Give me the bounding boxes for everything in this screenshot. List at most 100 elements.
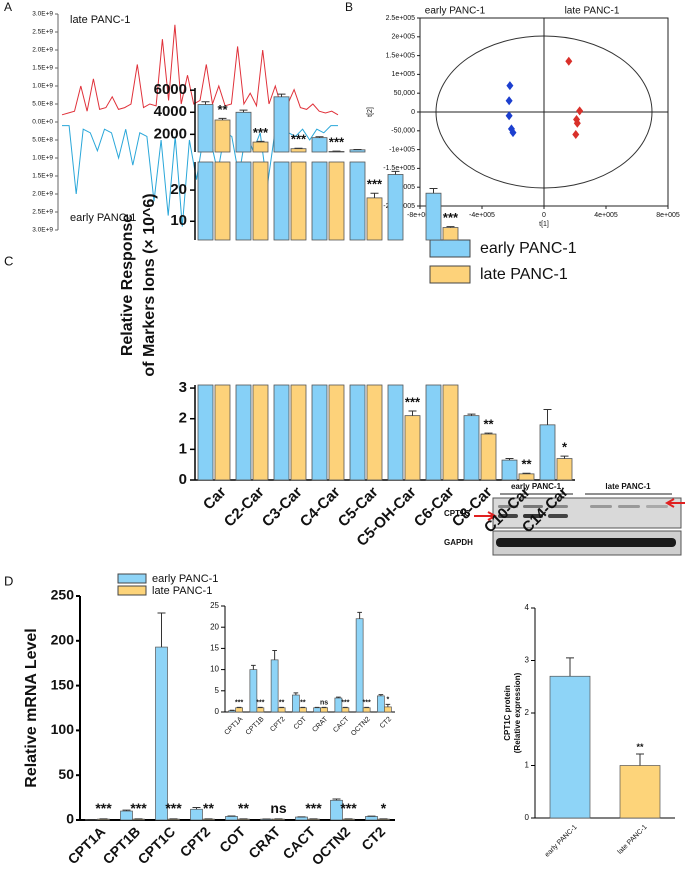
trace <box>62 125 338 227</box>
bar <box>328 384 345 481</box>
y-tick-label: 5.0E+8 <box>32 137 53 144</box>
point <box>565 56 573 66</box>
y-tick-label: 2.5E+9 <box>32 209 53 216</box>
bar <box>341 707 350 713</box>
x-tick-label: CPT1A <box>223 716 244 737</box>
bar <box>442 227 459 241</box>
significance: *** <box>363 699 371 706</box>
arrow <box>664 498 685 508</box>
panel-label: B <box>345 0 353 14</box>
blot-group-label: early PANC-1 <box>511 482 562 491</box>
error-bar <box>446 226 455 228</box>
legend-swatch <box>117 585 147 596</box>
significance: *** <box>95 800 112 816</box>
y-tick-label: 1.0E+9 <box>32 155 53 162</box>
bar <box>190 808 203 821</box>
y-axis-label: t[2] <box>367 107 374 117</box>
legend-swatch <box>429 265 471 284</box>
bar <box>197 104 214 153</box>
x-tick-label: CPT2 <box>177 823 214 860</box>
error-bar <box>332 798 341 801</box>
y-tick-label: 3 <box>525 656 530 665</box>
bar <box>292 694 300 713</box>
arrow <box>474 511 498 521</box>
band <box>548 514 568 518</box>
error-bar <box>272 650 277 660</box>
significance: *** <box>305 800 322 816</box>
y-tick-label: 20 <box>170 181 187 198</box>
bar <box>320 707 328 713</box>
point <box>573 118 581 128</box>
y-tick-label: 1.5e+005 <box>386 52 415 59</box>
x-tick-label: late PANC-1 <box>617 824 649 856</box>
bar <box>442 384 459 481</box>
y-tick-label: 0.0E+0 <box>32 119 53 126</box>
y-axis-label: CPT1C protein <box>503 685 512 741</box>
bar <box>252 141 269 153</box>
blot-row-label: GAPDH <box>444 538 473 547</box>
x-tick-label: COT <box>216 823 249 856</box>
y-axis-label: Relative mRNA Level <box>23 628 40 787</box>
x-tick-label: CPT1B <box>245 716 266 737</box>
error-bar <box>293 692 299 696</box>
y-tick-label: 200 <box>51 632 75 648</box>
error-bar <box>336 696 341 699</box>
significance: *** <box>291 132 307 147</box>
y-tick-label: 3.0E+9 <box>32 227 53 234</box>
x-tick-label: 8e+005 <box>656 212 680 219</box>
y-tick-label: 0 <box>411 109 415 116</box>
x-tick-label: OCTN2 <box>350 716 372 738</box>
bar <box>463 415 480 481</box>
error-bar <box>560 455 569 459</box>
x-tick-label: C4-Car <box>297 484 344 531</box>
y-tick-label: 6000 <box>154 81 187 98</box>
error-bar <box>543 409 552 425</box>
y-tick-label: 1 <box>179 440 187 457</box>
y-tick-label: -50,000 <box>391 128 415 135</box>
bar <box>235 111 252 153</box>
bar <box>273 384 290 481</box>
significance: *** <box>443 210 459 225</box>
bar <box>362 707 371 713</box>
bar <box>349 161 366 241</box>
bar <box>311 161 328 241</box>
bar <box>235 707 243 713</box>
bar <box>273 96 290 153</box>
error-bar <box>505 458 514 461</box>
point <box>576 106 584 116</box>
significance: ** <box>521 457 532 472</box>
bar <box>228 710 236 713</box>
legend-label: early PANC-1 <box>480 240 577 257</box>
bar <box>290 148 307 153</box>
series-label: late PANC-1 <box>70 14 130 26</box>
y-tick-label: 1.5E+9 <box>32 65 53 72</box>
bar <box>539 424 556 481</box>
y-tick-label: 2000 <box>154 125 187 142</box>
y-tick-label: 5.0E+8 <box>32 101 53 108</box>
error-bar <box>192 806 201 810</box>
bar <box>349 149 366 153</box>
significance: *** <box>130 800 147 816</box>
significance: ** <box>217 102 228 117</box>
point <box>572 130 580 140</box>
point <box>506 81 514 91</box>
x-tick-label: CRAT <box>311 715 330 734</box>
y-tick-label: -1e+005 <box>389 146 415 153</box>
y-axis-label: of Markers Ions (× 10^6) <box>141 193 158 376</box>
y-tick-label: -1.5e+005 <box>383 165 415 172</box>
band <box>523 505 543 508</box>
bar <box>214 384 231 481</box>
y-tick-label: 4 <box>525 603 530 612</box>
significance: *** <box>165 800 182 816</box>
significance: *** <box>341 699 349 706</box>
bar <box>235 161 252 241</box>
legend-label: early PANC-1 <box>152 573 218 585</box>
bar <box>252 161 269 241</box>
error-bar <box>256 140 265 143</box>
y-tick-label: 3.0E+9 <box>32 11 53 18</box>
y-tick-label: 1 <box>525 761 530 770</box>
y-tick-label: 2.0E+9 <box>32 47 53 54</box>
error-bar <box>429 188 438 194</box>
bar <box>299 707 307 713</box>
